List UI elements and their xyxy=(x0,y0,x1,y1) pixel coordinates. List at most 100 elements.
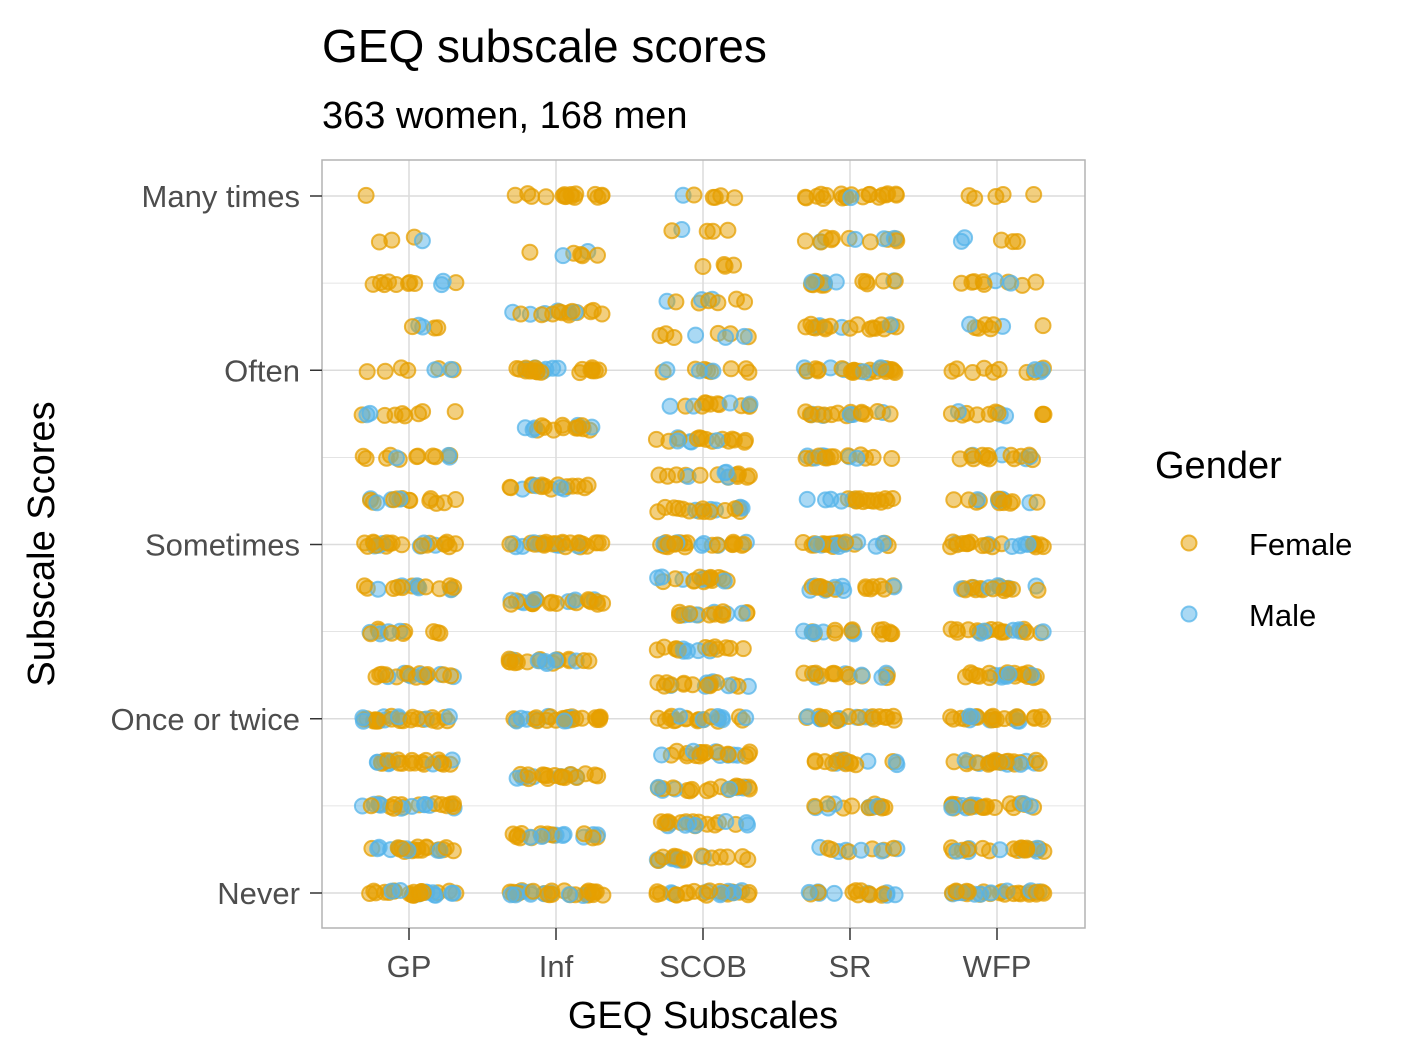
data-point-female xyxy=(797,318,815,336)
data-point-female xyxy=(974,839,992,857)
data-point-female xyxy=(701,639,719,657)
data-point-male xyxy=(677,816,694,834)
data-point-female xyxy=(573,247,591,265)
data-point-female xyxy=(1027,273,1045,291)
y-tick-label: Often xyxy=(224,353,300,388)
data-point-female xyxy=(695,503,713,521)
data-point-female xyxy=(1028,493,1046,511)
data-point-male xyxy=(442,360,460,378)
data-point-male xyxy=(852,841,870,859)
data-point-female xyxy=(588,711,606,729)
chart-title: GEQ subscale scores xyxy=(322,20,767,72)
data-point-female xyxy=(852,882,870,900)
data-point-female xyxy=(702,569,720,587)
data-point-female xyxy=(692,429,710,447)
data-point-female xyxy=(807,664,825,682)
data-point-female xyxy=(508,826,526,844)
data-point-female xyxy=(354,447,372,465)
data-point-female xyxy=(861,233,879,251)
data-point-female xyxy=(584,829,602,847)
data-point-female xyxy=(719,746,737,764)
data-point-female xyxy=(380,535,398,553)
data-point-female xyxy=(852,405,870,422)
data-point-male xyxy=(416,796,434,813)
data-point-female xyxy=(1026,709,1044,726)
data-point-female xyxy=(959,621,977,639)
x-tick-label: GP xyxy=(387,949,432,984)
data-point-female xyxy=(959,840,977,858)
data-point-female xyxy=(961,798,979,816)
data-point-female xyxy=(376,362,394,380)
data-point-female xyxy=(841,753,859,771)
data-point-female xyxy=(383,231,401,249)
data-point-female xyxy=(843,622,861,640)
data-point-male xyxy=(808,535,825,553)
data-point-female xyxy=(593,186,611,204)
x-axis: GP Inf SCOB SR WFP xyxy=(387,928,1031,984)
data-point-male xyxy=(1014,795,1032,812)
data-point-female xyxy=(1014,665,1032,683)
data-point-male xyxy=(649,778,667,796)
data-point-female xyxy=(960,187,978,205)
data-point-male xyxy=(354,709,372,727)
data-point-female xyxy=(664,779,682,797)
data-point-male xyxy=(388,449,405,467)
data-point-female xyxy=(704,222,722,240)
data-point-female xyxy=(980,405,998,423)
data-point-female xyxy=(806,752,824,770)
data-point-male xyxy=(961,315,979,333)
data-point-female xyxy=(368,711,386,729)
data-point-female xyxy=(681,605,699,623)
data-point-female xyxy=(694,258,712,275)
x-tick-label: SR xyxy=(828,949,871,984)
data-point-female xyxy=(981,669,999,687)
data-point-male xyxy=(551,479,569,497)
data-point-female xyxy=(426,448,444,466)
data-point-female xyxy=(714,606,732,624)
data-point-female xyxy=(656,712,674,730)
data-point-male xyxy=(737,709,755,727)
data-point-female xyxy=(362,625,380,643)
data-point-female xyxy=(728,290,745,308)
data-point-female xyxy=(446,403,464,421)
data-point-male xyxy=(846,230,864,248)
data-point-male xyxy=(661,397,679,415)
data-point-female xyxy=(947,883,965,901)
data-point-female xyxy=(693,847,711,865)
data-point-male xyxy=(975,622,993,640)
y-tick-label: Many times xyxy=(142,179,300,214)
data-point-female xyxy=(695,744,713,762)
data-point-female xyxy=(717,639,735,657)
data-point-female xyxy=(942,405,960,423)
data-point-female xyxy=(797,449,815,467)
data-point-male xyxy=(800,883,818,901)
data-point-female xyxy=(583,361,601,379)
data-point-male xyxy=(733,604,751,622)
data-point-male xyxy=(943,799,961,817)
data-point-male xyxy=(679,642,696,660)
data-point-female xyxy=(425,623,443,641)
data-point-female xyxy=(553,768,571,786)
data-point-female xyxy=(685,186,703,204)
data-point-male xyxy=(555,712,573,730)
data-point-male xyxy=(842,189,860,207)
data-point-female xyxy=(406,275,424,292)
data-point-male xyxy=(507,886,525,904)
data-point-female xyxy=(533,478,551,496)
data-point-female xyxy=(819,795,836,813)
data-point-female xyxy=(389,578,407,596)
data-point-female xyxy=(734,640,752,658)
data-point-female xyxy=(962,664,980,682)
data-point-female xyxy=(814,190,832,207)
data-point-male xyxy=(426,361,444,379)
data-point-male xyxy=(368,494,386,512)
data-point-female xyxy=(959,534,977,552)
data-point-female xyxy=(587,534,605,552)
legend-key-female xyxy=(1180,534,1198,552)
data-point-female xyxy=(371,666,389,684)
data-point-female xyxy=(1029,581,1047,599)
data-point-female xyxy=(584,301,602,319)
data-point-male xyxy=(853,666,871,684)
data-point-female xyxy=(501,653,519,671)
data-point-female xyxy=(524,882,542,900)
